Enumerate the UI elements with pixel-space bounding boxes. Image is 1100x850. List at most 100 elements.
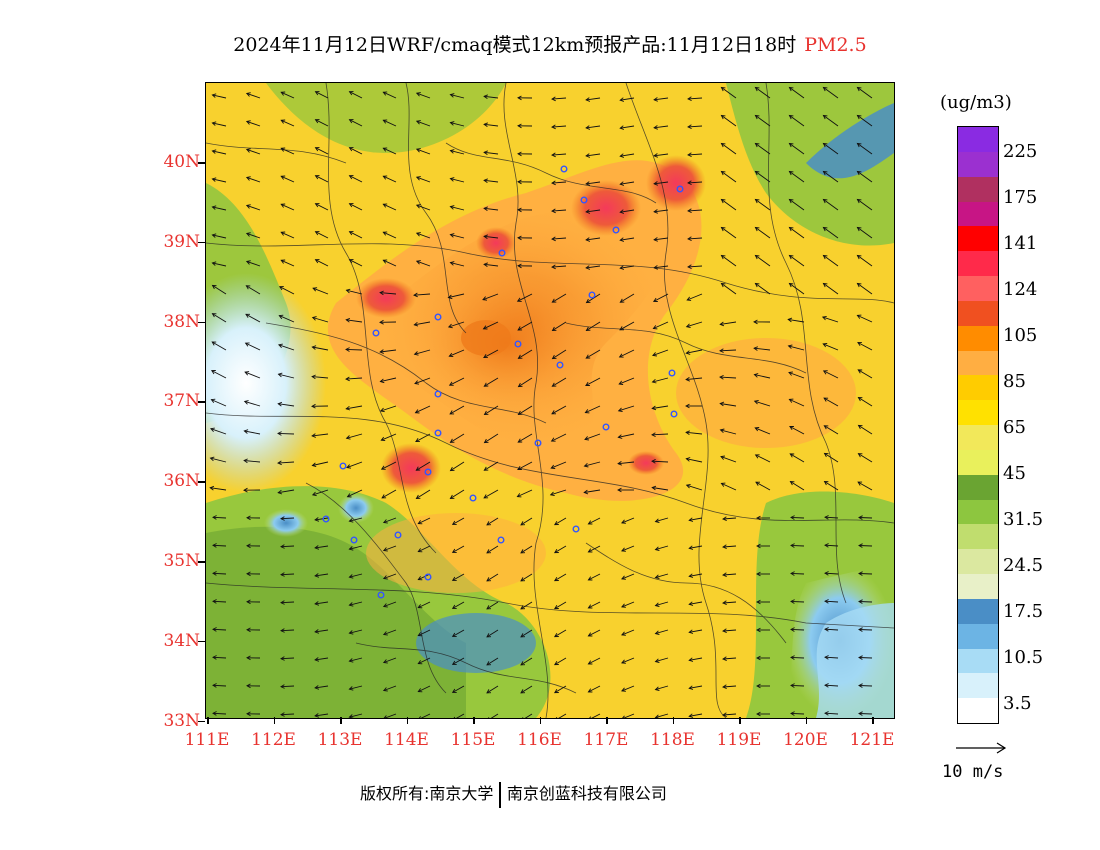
wind-arrow-head (856, 314, 862, 319)
color-bar-segment (958, 499, 998, 525)
wind-arrow-head (687, 264, 692, 270)
lat-tick-label: 37N (163, 391, 200, 412)
wind-arrow-head (617, 434, 623, 439)
wind-arrow-head (447, 294, 453, 300)
wind-arrow (858, 573, 873, 575)
wind-arrow-head (212, 711, 217, 716)
wind-arrow-head (345, 347, 350, 352)
wind-arrow-head (551, 410, 556, 415)
wind-arrow (349, 175, 363, 183)
wind-arrow-head (381, 494, 387, 499)
wind-arrow (619, 349, 635, 358)
wind-arrow (349, 203, 363, 211)
wind-arrow (790, 628, 805, 631)
wind-arrow-head (517, 207, 522, 213)
wind-arrow (414, 321, 431, 326)
wind-arrow (654, 153, 669, 157)
wind-arrow-head (551, 298, 557, 303)
wind-arrow (857, 227, 873, 239)
wind-arrow (687, 293, 703, 301)
wind-arrow (620, 181, 635, 185)
color-bar-segment (958, 375, 998, 401)
lon-tick-label: 117E (583, 730, 629, 750)
wind-arrow-head (314, 517, 320, 522)
lon-tick-label: 112E (251, 730, 296, 750)
color-bar-label: 225 (1003, 141, 1038, 162)
wind-arrow (620, 237, 635, 241)
wind-arrow-head (585, 181, 591, 186)
wind-arrow-head (787, 317, 793, 323)
wind-arrow-head (417, 632, 423, 637)
wind-arrow-head (857, 453, 863, 458)
wind-arrow-head (653, 181, 658, 186)
wind-arrow (586, 265, 601, 269)
wind-arrow (482, 293, 499, 301)
wind-arrow-head (348, 686, 354, 691)
wind-arrow-head (246, 655, 251, 661)
wind-arrow-head (584, 436, 589, 441)
wind-arrow (383, 231, 397, 239)
wind-arrow-head (212, 655, 217, 660)
wind-arrow-head (788, 198, 794, 204)
wind-arrow-head (587, 688, 593, 693)
wind-arrow-head (720, 455, 725, 460)
wind-arrow (383, 175, 397, 183)
wind-arrow (824, 453, 839, 463)
wind-arrow (349, 259, 363, 267)
wind-arrow (620, 265, 635, 269)
wind-arrow (212, 684, 227, 687)
lon-tick-label: 119E (716, 730, 762, 750)
wind-arrow-head (517, 326, 523, 331)
wind-arrow-head (314, 175, 320, 180)
lon-tick-label: 115E (450, 730, 496, 750)
wind-arrow-head (687, 180, 692, 186)
wind-arrow-head (345, 376, 350, 382)
wind-arrow (655, 545, 669, 551)
color-bar-segment (958, 127, 998, 153)
wind-arrow (858, 425, 873, 435)
wind-arrow-head (311, 462, 317, 468)
wind-arrow-head (553, 548, 559, 554)
wind-arrow-head (415, 466, 421, 471)
wind-arrow-head (622, 715, 625, 718)
wind-arrow (857, 255, 873, 267)
wind-arrow (550, 489, 567, 496)
wind-arrow (620, 97, 635, 101)
wind-arrow-head (621, 659, 626, 664)
wind-arrow-head (553, 520, 559, 526)
wind-arrow-head (585, 298, 591, 304)
wind-arrow (212, 572, 227, 575)
wind-arrow (621, 629, 635, 636)
wind-arrow-head (754, 427, 760, 432)
station-marker (497, 536, 505, 544)
wind-arrow (552, 293, 567, 303)
station-marker (339, 462, 347, 470)
wind-arrow-head (415, 494, 421, 499)
wind-arrow-head (245, 285, 251, 290)
wind-arrow (246, 260, 261, 267)
wind-arrow-head (621, 631, 626, 636)
color-bar-label: 65 (1003, 417, 1026, 438)
wind-arrow (588, 573, 601, 581)
wind-arrow (278, 489, 295, 494)
wind-arrow-head (211, 313, 217, 318)
wind-arrow (857, 171, 873, 183)
wind-arrow (721, 171, 737, 183)
wind-arrow (857, 342, 873, 351)
wind-arrow-head (520, 661, 526, 666)
color-bar-label: 141 (1003, 233, 1038, 254)
wind-arrow-head (654, 574, 660, 579)
wind-arrow-head (483, 438, 489, 444)
wind-arrow (383, 685, 397, 691)
wind-arrow (789, 398, 805, 407)
lon-tick-mark (672, 717, 674, 724)
lat-tick-label: 40N (163, 152, 200, 172)
wind-arrow (857, 143, 873, 155)
wind-arrow-head (211, 233, 217, 238)
wind-arrow (315, 175, 329, 183)
wind-arrow-head (348, 574, 354, 579)
wind-arrow-head (486, 605, 492, 610)
wind-arrow-head (280, 712, 285, 717)
wind-arrow (383, 517, 397, 523)
wind-arrow (349, 629, 363, 634)
